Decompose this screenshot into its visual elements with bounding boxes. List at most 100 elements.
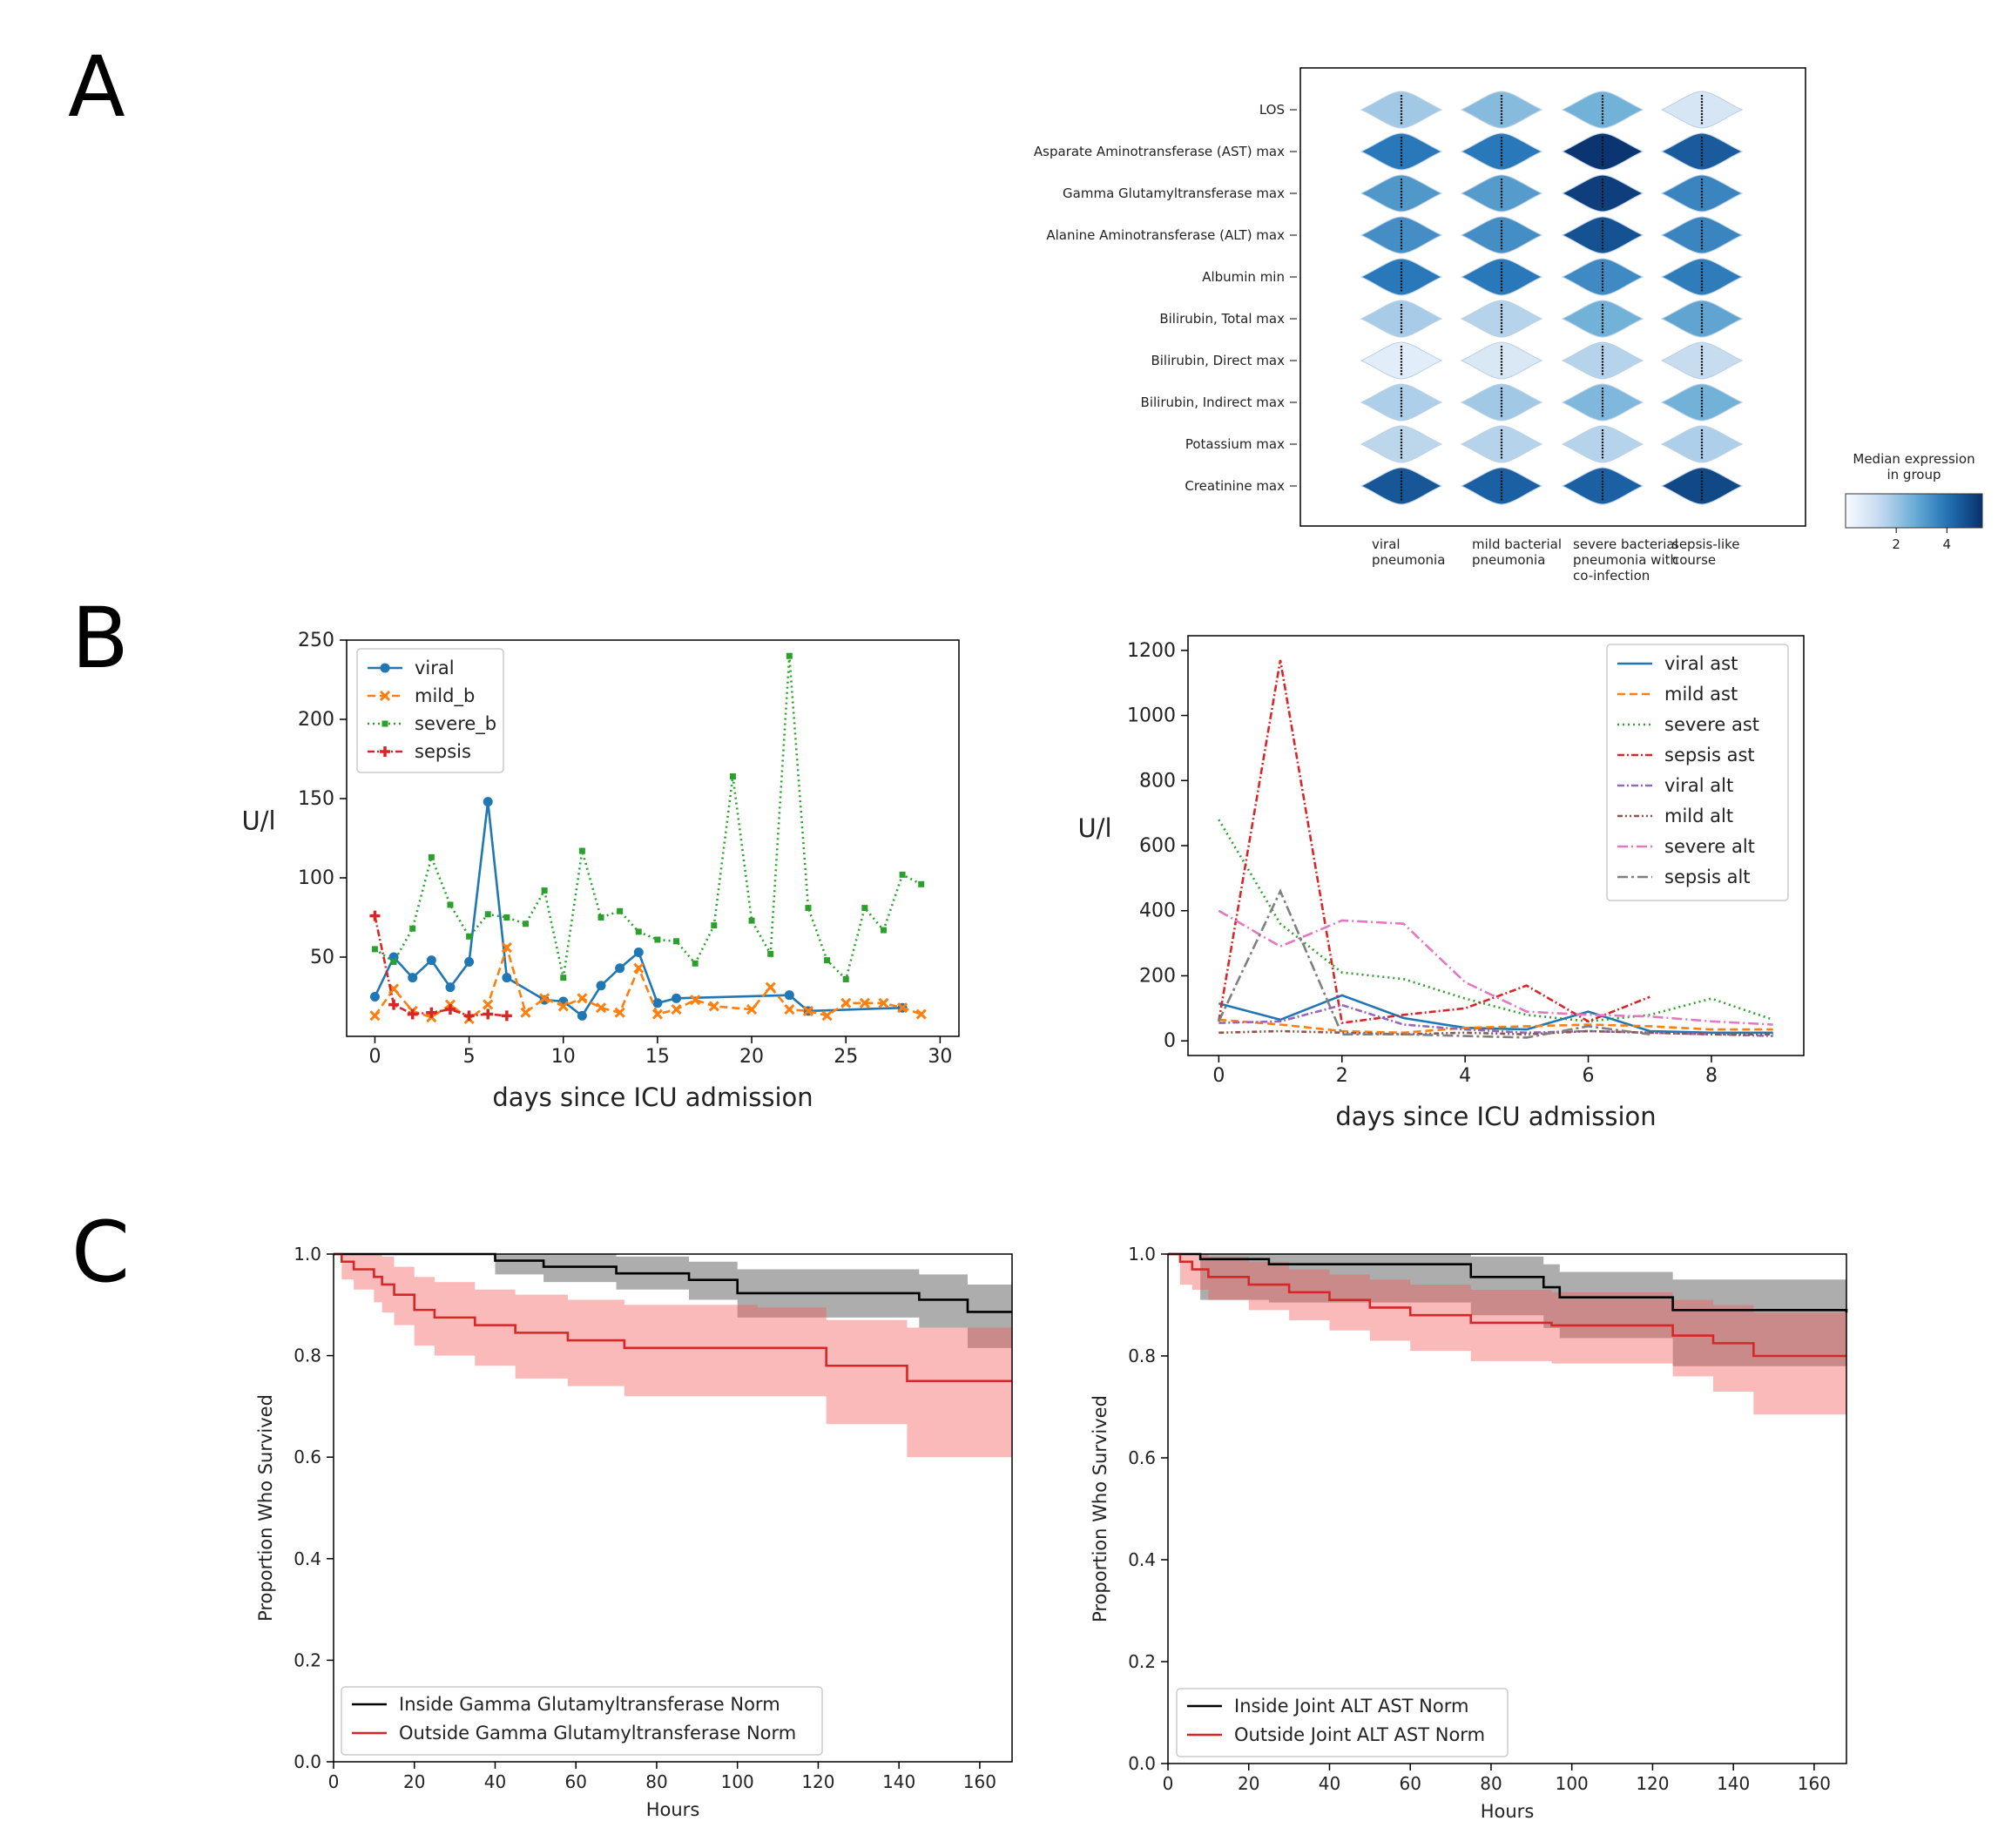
data-point	[633, 962, 645, 974]
violin	[1460, 341, 1543, 380]
data-point	[380, 663, 390, 673]
violin	[1360, 425, 1443, 463]
data-point	[708, 1001, 719, 1012]
legend-box	[341, 1686, 823, 1756]
data-point	[371, 946, 378, 953]
legend-label: mild alt	[1664, 806, 1733, 826]
chart-A: LOS Asparate Aminotransferase (AST) max Ga…	[1034, 67, 1983, 583]
data-point	[466, 933, 473, 940]
feature-label: Alanine Aminotransferase (ALT) max	[1046, 227, 1285, 243]
x-axis-label: days since ICU admission	[492, 1082, 813, 1112]
x-tick-label: 0	[368, 1046, 381, 1068]
data-point	[840, 997, 852, 1008]
survival-line	[1168, 1252, 1848, 1313]
data-point	[379, 690, 391, 702]
violin	[1561, 425, 1644, 463]
x-tick-label: 0	[1163, 1773, 1174, 1794]
chart-B-left: 0 5 10 15 20 25 30 50 100 150 200 250 days since ICU…	[241, 630, 960, 1112]
legend-label: mild_b	[415, 685, 475, 707]
data-point	[748, 917, 755, 924]
data-point	[390, 958, 397, 965]
confidence-band	[1168, 1254, 1846, 1415]
chart-C-right: 0 20 40 60 80 100 120 140 160 0.0 0.2 0.4 0.6 0.8 1.0 H…	[1090, 1244, 1848, 1822]
y-axis-label: U/l	[1077, 813, 1111, 843]
data-point	[501, 1010, 512, 1022]
data-point	[673, 938, 680, 945]
y-tick-label: 1200	[1127, 640, 1176, 662]
data-point	[426, 955, 436, 966]
violin	[1360, 258, 1443, 296]
feature-label: Albumin min	[1202, 269, 1285, 285]
data-point	[483, 797, 493, 807]
violin	[1561, 467, 1644, 505]
violin	[1660, 174, 1744, 212]
data-point	[842, 975, 849, 982]
violin	[1561, 91, 1644, 129]
data-point	[541, 887, 548, 894]
x-tick-label: 100	[1556, 1773, 1589, 1794]
series-line	[1218, 659, 1650, 1025]
survival-line	[334, 1252, 1012, 1383]
x-tick-label: 4	[1459, 1065, 1471, 1087]
x-tick-label: 0	[328, 1771, 340, 1792]
data-point	[408, 973, 418, 983]
y-tick-label: 0	[1164, 1030, 1176, 1052]
violin	[1660, 341, 1744, 380]
y-tick-label: 0.8	[1128, 1346, 1156, 1366]
series-line	[1218, 994, 1773, 1035]
data-point	[428, 853, 435, 860]
legend-box	[1606, 644, 1789, 901]
x-tick-label: 20	[739, 1046, 764, 1068]
violin	[1360, 132, 1443, 171]
x-tick-label: 120	[801, 1771, 834, 1792]
data-point	[522, 921, 529, 927]
x-tick-label: 160	[963, 1771, 996, 1792]
data-point	[502, 973, 512, 983]
x-tick-label: 20	[1238, 1773, 1259, 1794]
legend-label: severe alt	[1664, 836, 1755, 857]
feature-label: Bilirubin, Indirect max	[1141, 395, 1286, 410]
data-point	[671, 1003, 682, 1015]
x-tick-label: 8	[1705, 1065, 1718, 1087]
violin	[1561, 174, 1644, 212]
data-point	[501, 942, 512, 954]
category-label: severe bacterial	[1573, 536, 1678, 552]
violin	[1660, 216, 1744, 254]
y-tick-label: 0.6	[1128, 1447, 1156, 1468]
y-tick-label: 600	[1139, 835, 1176, 857]
series-line	[374, 801, 903, 1018]
violin	[1660, 383, 1744, 422]
x-tick-label: 140	[882, 1771, 915, 1792]
violin	[1360, 300, 1443, 338]
series-line	[1218, 1029, 1773, 1036]
y-tick-label: 200	[298, 709, 334, 731]
y-tick-label: 0.0	[1128, 1753, 1156, 1774]
data-point	[784, 1003, 795, 1015]
colorbar	[1845, 493, 1983, 529]
violin	[1660, 91, 1744, 129]
series-line	[1218, 1018, 1773, 1035]
data-point	[805, 905, 812, 912]
violin	[1460, 132, 1543, 171]
violin	[1561, 132, 1644, 171]
x-tick-label: 40	[484, 1771, 506, 1792]
colorbar-tick-label: 4	[1943, 536, 1952, 552]
data-point	[369, 1010, 381, 1022]
data-point	[652, 998, 663, 1008]
x-tick-label: 160	[1798, 1773, 1831, 1794]
data-point	[880, 927, 887, 934]
x-tick-label: 80	[645, 1771, 667, 1792]
legend-label: Inside Gamma Glutamyltransferase Norm	[399, 1694, 780, 1715]
data-point	[899, 871, 906, 878]
confidence-band	[334, 1254, 1012, 1458]
legend-label: severe_b	[415, 713, 496, 735]
data-point	[597, 914, 604, 921]
data-point	[672, 993, 682, 1003]
data-point	[651, 1008, 663, 1020]
violin	[1460, 174, 1543, 212]
data-point	[711, 922, 718, 929]
category-label: course	[1672, 552, 1716, 568]
violin	[1660, 425, 1744, 463]
y-tick-label: 0.4	[1128, 1549, 1156, 1570]
violin	[1460, 425, 1543, 463]
